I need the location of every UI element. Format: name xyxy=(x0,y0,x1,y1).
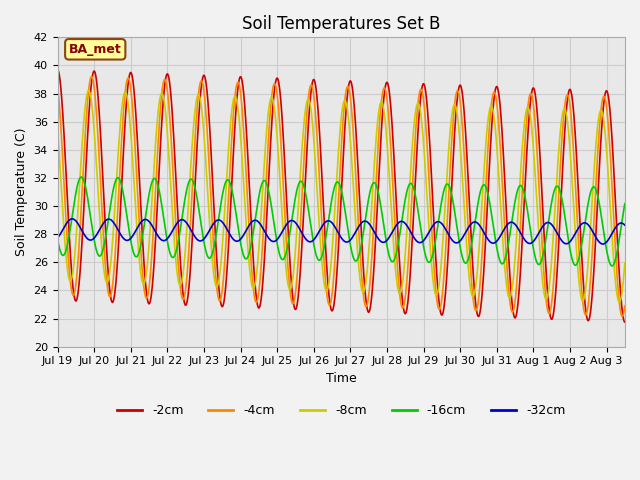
-4cm xyxy=(500,221,508,227)
-2cm xyxy=(314,111,322,117)
-8cm xyxy=(85,88,93,94)
Y-axis label: Soil Temperature (C): Soil Temperature (C) xyxy=(15,128,28,256)
-8cm xyxy=(54,126,61,132)
-8cm xyxy=(621,260,628,266)
-16cm xyxy=(621,201,628,206)
Line: -8cm: -8cm xyxy=(58,91,625,302)
Line: -32cm: -32cm xyxy=(58,219,625,244)
-4cm xyxy=(605,123,612,129)
-32cm xyxy=(54,235,61,240)
-16cm xyxy=(608,263,616,269)
-4cm xyxy=(54,83,61,89)
-16cm xyxy=(83,190,91,196)
-4cm xyxy=(88,74,95,80)
-32cm xyxy=(605,236,612,242)
Title: Soil Temperatures Set B: Soil Temperatures Set B xyxy=(242,15,440,33)
-16cm xyxy=(605,255,612,261)
-2cm xyxy=(83,154,90,160)
-2cm xyxy=(621,319,628,325)
-16cm xyxy=(315,257,323,263)
-8cm xyxy=(500,261,508,267)
-32cm xyxy=(315,229,323,235)
-32cm xyxy=(599,241,607,247)
-2cm xyxy=(605,94,612,99)
-32cm xyxy=(621,222,628,228)
-4cm xyxy=(621,303,628,309)
-4cm xyxy=(315,161,323,167)
-16cm xyxy=(605,257,612,263)
-8cm xyxy=(605,174,612,180)
-8cm xyxy=(315,212,323,218)
-8cm xyxy=(83,94,90,100)
-16cm xyxy=(77,174,85,180)
-32cm xyxy=(500,226,508,231)
-2cm xyxy=(500,167,508,173)
-16cm xyxy=(500,258,508,264)
Text: BA_met: BA_met xyxy=(69,43,122,56)
-4cm xyxy=(83,113,90,119)
-32cm xyxy=(605,237,612,242)
-16cm xyxy=(54,236,61,242)
Line: -2cm: -2cm xyxy=(58,70,625,322)
Line: -16cm: -16cm xyxy=(58,177,625,266)
-4cm xyxy=(330,275,337,281)
-4cm xyxy=(618,313,626,319)
-32cm xyxy=(83,235,91,241)
Legend: -2cm, -4cm, -8cm, -16cm, -32cm: -2cm, -4cm, -8cm, -16cm, -32cm xyxy=(112,399,570,422)
-2cm xyxy=(54,67,61,72)
Line: -4cm: -4cm xyxy=(58,77,625,316)
-2cm xyxy=(330,305,337,311)
-2cm xyxy=(604,92,612,98)
-32cm xyxy=(330,222,337,228)
-4cm xyxy=(605,127,612,133)
-8cm xyxy=(605,179,612,184)
-16cm xyxy=(330,187,337,193)
X-axis label: Time: Time xyxy=(326,372,356,385)
-32cm xyxy=(68,216,76,222)
-8cm xyxy=(616,300,623,305)
-8cm xyxy=(330,226,337,231)
